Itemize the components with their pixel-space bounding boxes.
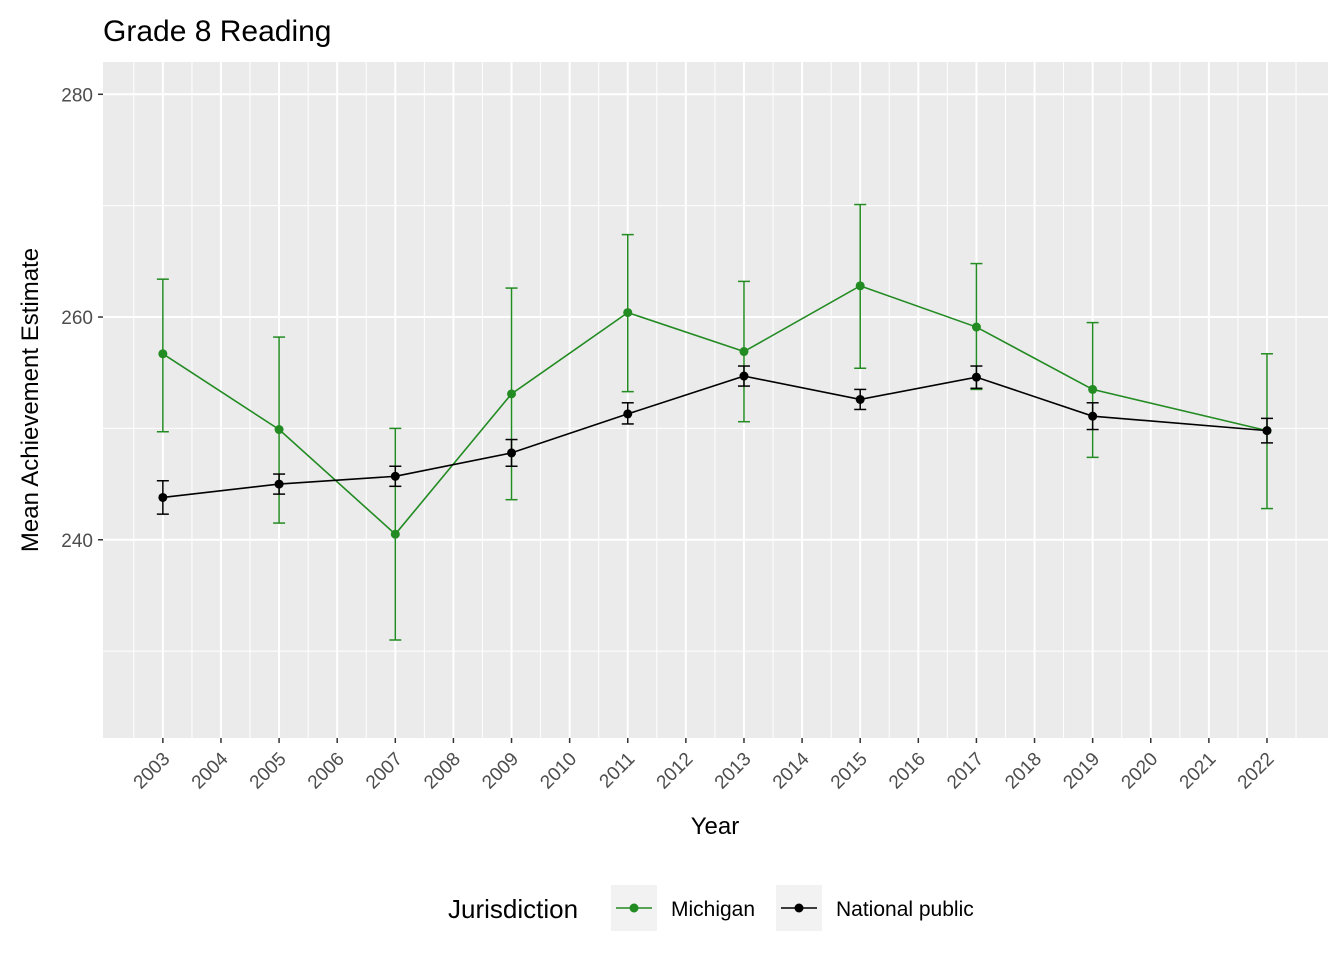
x-tick-label: 2009 — [478, 749, 523, 794]
x-tick-label: 2011 — [596, 749, 640, 793]
legend: Jurisdiction Michigan National public — [448, 885, 974, 931]
x-tick-label: 2010 — [536, 749, 581, 794]
x-axis-label: Year — [691, 813, 740, 840]
x-tick-label: 2003 — [130, 749, 175, 794]
legend-marker — [794, 903, 804, 913]
data-point — [1262, 426, 1272, 436]
y-axis: 240 260 280 — [61, 85, 103, 552]
plot-panel — [103, 62, 1328, 738]
y-tick-label: 260 — [61, 308, 93, 329]
data-point — [739, 347, 749, 357]
grid-lines — [103, 62, 1328, 738]
data-point — [1088, 411, 1098, 421]
data-point — [855, 394, 865, 404]
x-tick-label: 2004 — [188, 748, 233, 793]
data-point — [739, 371, 749, 381]
legend-marker — [629, 903, 639, 913]
y-tick-label: 240 — [61, 531, 93, 552]
data-point — [855, 281, 865, 291]
y-axis-label: Mean Achievement Estimate — [17, 248, 44, 552]
data-point — [274, 425, 284, 435]
y-tick-label: 280 — [61, 85, 93, 106]
data-point — [390, 529, 400, 539]
x-tick-label: 2006 — [304, 749, 349, 794]
x-tick-label: 2019 — [1059, 749, 1104, 794]
x-tick-label: 2013 — [711, 749, 756, 794]
chart-title: Grade 8 Reading — [103, 15, 332, 48]
series-line — [162, 375, 1268, 499]
data-point — [274, 479, 284, 489]
x-tick-label: 2008 — [420, 749, 465, 794]
x-tick-label: 2015 — [827, 749, 872, 794]
x-tick-label: 2018 — [1001, 749, 1046, 794]
x-axis: 2003 2004 2005 2006 2007 2008 2009 2010 2011 2012… — [130, 738, 1279, 793]
x-tick-label: 2017 — [943, 749, 988, 794]
x-tick-label: 2022 — [1234, 749, 1279, 794]
series-layer — [156, 203, 1273, 641]
x-tick-label: 2021 — [1176, 749, 1221, 794]
series-national-public — [156, 365, 1273, 515]
data-point — [971, 322, 981, 332]
data-point — [158, 349, 168, 359]
legend-label: National public — [836, 898, 974, 921]
data-point — [623, 308, 633, 318]
x-tick-label: 2020 — [1118, 749, 1163, 794]
data-point — [971, 372, 981, 382]
data-point — [390, 471, 400, 481]
data-point — [1088, 384, 1098, 394]
data-point — [507, 389, 517, 399]
legend-label: Michigan — [671, 898, 755, 921]
x-tick-label: 2014 — [769, 748, 814, 793]
data-point — [623, 409, 633, 419]
x-tick-label: 2007 — [362, 749, 407, 794]
data-point — [158, 492, 168, 502]
x-tick-label: 2012 — [653, 749, 698, 794]
x-tick-label: 2005 — [246, 749, 291, 794]
data-point — [507, 448, 517, 458]
series-line — [162, 284, 1268, 536]
legend-title: Jurisdiction — [448, 894, 578, 924]
x-tick-label: 2016 — [885, 749, 930, 794]
